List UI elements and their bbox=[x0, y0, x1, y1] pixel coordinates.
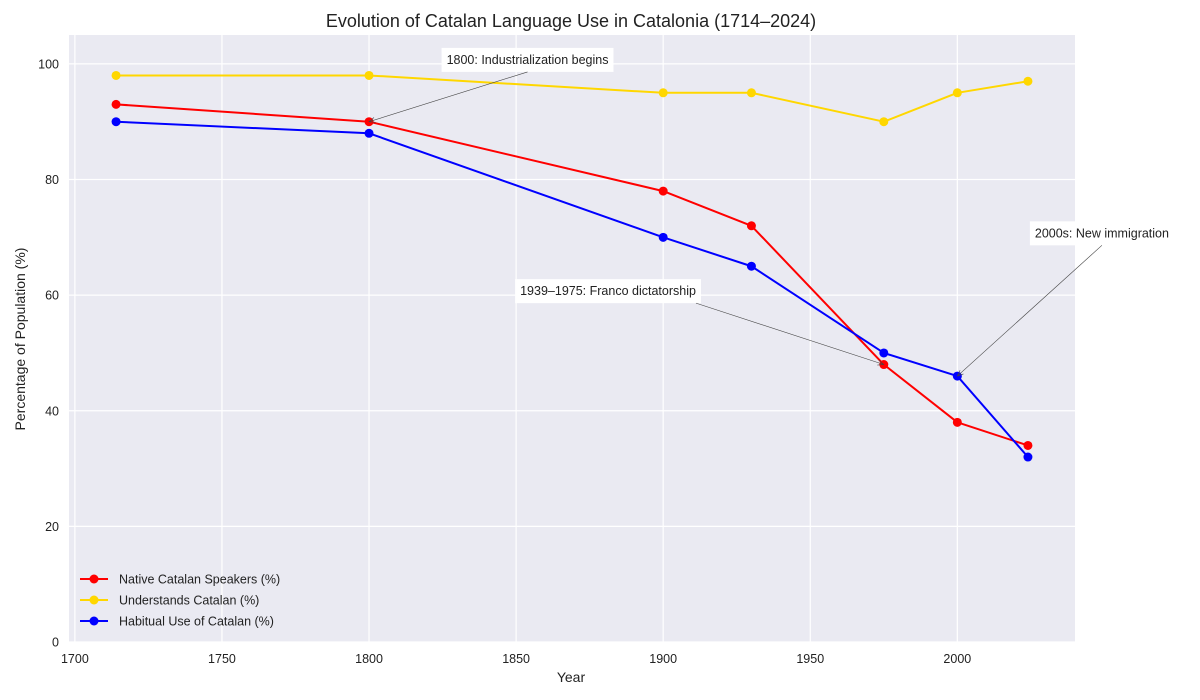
legend-swatch-marker bbox=[89, 616, 99, 626]
data-point bbox=[1023, 440, 1033, 450]
annotation: 2000s: New immigration bbox=[956, 221, 1175, 377]
x-tick-label: 1800 bbox=[355, 652, 383, 666]
x-tick-label: 1750 bbox=[208, 652, 236, 666]
annotation-text: 1939–1975: Franco dictatorship bbox=[520, 284, 696, 298]
data-point bbox=[879, 117, 889, 127]
data-point bbox=[364, 70, 374, 80]
annotation-box bbox=[441, 47, 614, 72]
annotation-arrowhead bbox=[368, 117, 376, 123]
data-point bbox=[111, 70, 121, 80]
series-2 bbox=[111, 70, 1033, 127]
legend-label: Native Catalan Speakers (%) bbox=[119, 573, 280, 587]
legend-label: Understands Catalan (%) bbox=[119, 594, 259, 608]
legend-item: Native Catalan Speakers (%) bbox=[80, 573, 280, 587]
y-tick-label: 100 bbox=[38, 57, 59, 71]
legend-item: Habitual Use of Catalan (%) bbox=[80, 615, 274, 629]
data-point bbox=[746, 261, 756, 271]
x-tick-label: 1900 bbox=[649, 652, 677, 666]
annotations: 1800: Industrialization begins 1939–1975:… bbox=[368, 47, 1175, 377]
annotation-arrow bbox=[957, 245, 1103, 377]
data-point bbox=[952, 417, 962, 427]
x-tick-label: 2000 bbox=[943, 652, 971, 666]
annotation-text: 1800: Industrialization begins bbox=[447, 53, 609, 67]
data-point bbox=[658, 88, 668, 98]
y-axis-ticks: 0 20 40 60 80 100 bbox=[38, 57, 59, 649]
y-tick-label: 20 bbox=[45, 520, 59, 534]
x-axis-label: Year bbox=[557, 669, 586, 685]
plot-background bbox=[69, 35, 1075, 642]
chart-title: Evolution of Catalan Language Use in Cat… bbox=[326, 11, 816, 31]
y-tick-label: 60 bbox=[45, 289, 59, 303]
data-point bbox=[658, 186, 668, 196]
annotation-box bbox=[515, 279, 701, 304]
data-point bbox=[111, 117, 121, 127]
annotation-arrow bbox=[368, 71, 528, 123]
x-tick-label: 1850 bbox=[502, 652, 530, 666]
data-point bbox=[879, 348, 889, 358]
annotation-arrowhead bbox=[956, 370, 964, 377]
x-axis-ticks: 1700 1750 1800 1850 1900 1950 2000 bbox=[61, 652, 971, 666]
data-point bbox=[658, 232, 668, 242]
legend-item: Understands Catalan (%) bbox=[80, 594, 259, 608]
x-tick-label: 1950 bbox=[796, 652, 824, 666]
annotation: 1800: Industrialization begins bbox=[368, 47, 614, 123]
annotation-box bbox=[1029, 221, 1175, 246]
y-tick-label: 0 bbox=[52, 636, 59, 650]
data-point bbox=[952, 88, 962, 98]
data-point bbox=[111, 99, 121, 109]
y-axis-label: Percentage of Population (%) bbox=[12, 248, 28, 431]
y-tick-label: 80 bbox=[45, 173, 59, 187]
annotation: 1939–1975: Franco dictatorship bbox=[515, 279, 885, 366]
data-point bbox=[364, 128, 374, 138]
legend-swatch-marker bbox=[89, 595, 99, 605]
legend-label: Habitual Use of Catalan (%) bbox=[119, 615, 274, 629]
y-tick-label: 40 bbox=[45, 404, 59, 418]
legend: Native Catalan Speakers (%) Understands C… bbox=[80, 573, 280, 629]
legend-swatch-marker bbox=[89, 574, 99, 584]
annotation-arrow bbox=[695, 302, 884, 365]
data-point bbox=[1023, 76, 1033, 86]
annotation-text: 2000s: New immigration bbox=[1035, 226, 1169, 240]
data-point bbox=[1023, 452, 1033, 462]
x-tick-label: 1700 bbox=[61, 652, 89, 666]
data-point bbox=[746, 88, 756, 98]
data-point bbox=[746, 221, 756, 231]
annotation-arrowhead bbox=[877, 360, 885, 366]
